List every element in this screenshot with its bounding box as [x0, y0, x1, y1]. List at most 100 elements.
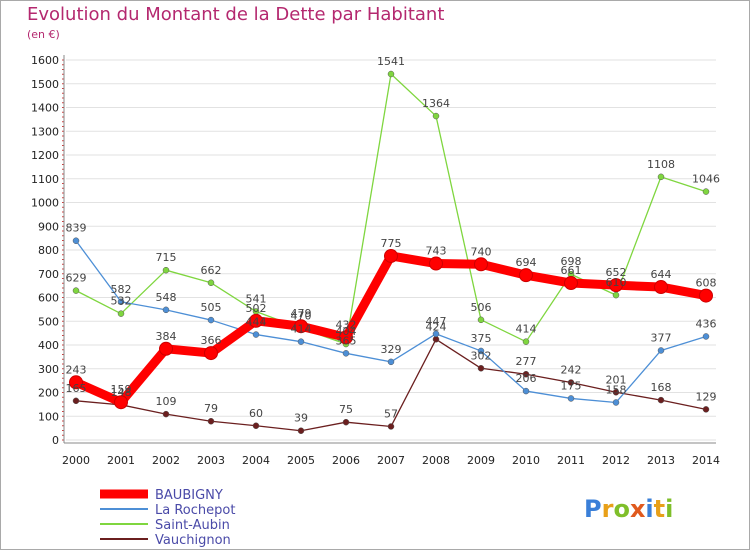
data-point	[72, 397, 80, 405]
data-point	[657, 173, 665, 181]
data-label: 206	[516, 372, 537, 385]
y-tick-label: 0	[52, 434, 59, 447]
y-tick-label: 1500	[31, 78, 59, 91]
y-tick-label: 700	[38, 268, 59, 281]
data-point	[252, 331, 260, 338]
data-point	[702, 188, 710, 195]
data-label: 365	[336, 334, 357, 347]
y-tick-label: 1200	[31, 149, 59, 162]
data-point	[387, 358, 395, 366]
data-point	[162, 410, 170, 418]
data-point	[702, 406, 710, 413]
x-tick-label: 2009	[467, 454, 495, 467]
y-tick-label: 100	[38, 410, 59, 423]
data-label: 662	[201, 264, 222, 277]
data-point	[522, 370, 530, 378]
x-tick-label: 2005	[287, 454, 315, 467]
data-point	[117, 298, 125, 306]
x-tick-label: 2003	[197, 454, 225, 467]
data-point	[387, 70, 395, 78]
data-point	[657, 396, 665, 404]
data-point	[564, 276, 578, 291]
data-point	[252, 422, 260, 429]
data-point	[432, 330, 440, 338]
data-point	[612, 291, 620, 299]
data-label: 661	[561, 264, 582, 277]
data-point	[207, 316, 215, 324]
data-point	[654, 280, 668, 295]
data-point	[297, 338, 305, 345]
data-point	[387, 423, 395, 430]
data-point	[612, 399, 620, 406]
data-point	[342, 350, 350, 357]
data-point	[207, 417, 215, 425]
data-point	[702, 333, 710, 340]
data-label: 168	[651, 381, 672, 394]
data-label: 541	[246, 293, 267, 306]
proxiti-logo: Proxiti	[584, 495, 673, 523]
data-point	[567, 395, 575, 402]
data-point	[294, 319, 308, 334]
data-point	[699, 288, 713, 303]
data-label: 548	[156, 291, 177, 304]
data-label: 506	[471, 301, 492, 314]
data-label: 629	[66, 272, 87, 285]
y-tick-label: 1300	[31, 125, 59, 138]
data-label: 277	[516, 355, 537, 368]
data-label: 532	[111, 295, 132, 308]
x-tick-label: 2000	[62, 454, 90, 467]
data-label: 242	[561, 364, 582, 377]
x-tick-label: 2004	[242, 454, 270, 467]
data-label: 302	[471, 349, 492, 362]
y-tick-label: 1600	[31, 54, 59, 67]
data-point	[72, 287, 80, 294]
data-label: 1046	[692, 173, 720, 186]
x-tick-label: 2013	[647, 454, 675, 467]
data-label: 1541	[377, 55, 405, 68]
y-tick-label: 300	[38, 363, 59, 376]
data-point	[72, 237, 80, 244]
data-label: 109	[156, 395, 177, 408]
data-point	[657, 347, 665, 354]
x-tick-label: 2007	[377, 454, 405, 467]
data-label: 839	[66, 222, 87, 235]
data-label: 384	[156, 330, 177, 343]
data-point	[477, 347, 485, 355]
data-label: 610	[606, 276, 627, 289]
data-label: 740	[471, 245, 492, 258]
data-label: 79	[204, 402, 218, 415]
data-label: 694	[516, 256, 537, 269]
x-tick-label: 2011	[557, 454, 585, 467]
series-layer	[69, 70, 713, 434]
legend-label: La Rochepot	[155, 503, 235, 518]
data-point	[519, 268, 533, 283]
data-label: 329	[381, 343, 402, 356]
data-point	[342, 418, 350, 426]
data-point	[162, 266, 170, 274]
data-label: 404	[336, 325, 357, 338]
data-point	[384, 248, 398, 263]
x-tick-label: 2008	[422, 454, 450, 467]
grid-lines	[66, 59, 716, 441]
data-label: 129	[696, 390, 717, 403]
legend-label: Vauchignon	[155, 533, 231, 548]
data-point	[567, 379, 575, 386]
data-point	[297, 427, 305, 434]
chart-unit: (en €)	[27, 28, 60, 41]
x-tick-label: 2012	[602, 454, 630, 467]
data-point	[114, 395, 128, 410]
data-point	[477, 365, 485, 372]
y-tick-label: 800	[38, 244, 59, 257]
y-tick-label: 1000	[31, 197, 59, 210]
data-label: 1364	[422, 97, 450, 110]
data-label: 444	[246, 316, 267, 329]
data-label: 148	[111, 386, 132, 399]
data-label: 375	[471, 332, 492, 345]
data-point	[477, 316, 485, 324]
x-tick-label: 2014	[692, 454, 720, 467]
data-point	[474, 257, 488, 272]
data-point	[612, 389, 620, 396]
y-tick-label: 1400	[31, 102, 59, 115]
data-label: 1108	[647, 158, 675, 171]
